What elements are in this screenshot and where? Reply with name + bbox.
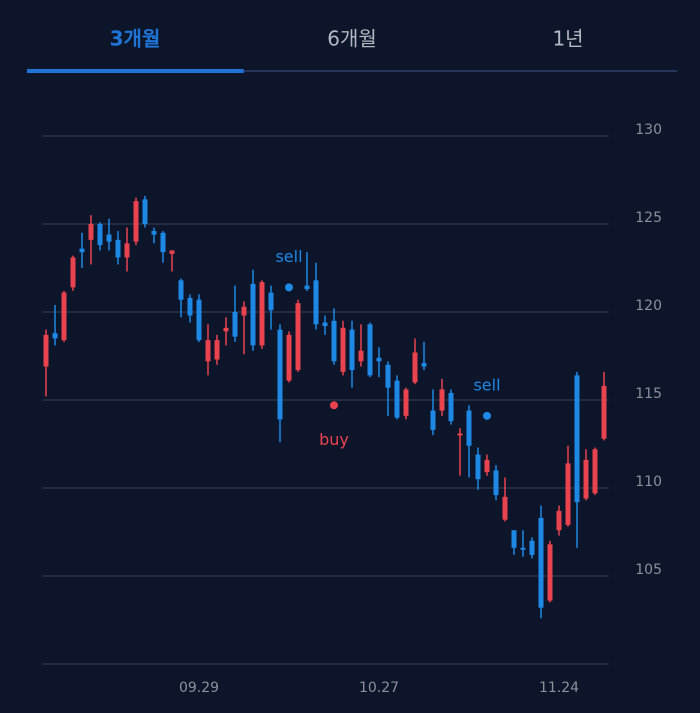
candle-body <box>565 463 571 525</box>
x-tick-label: 09.29 <box>179 680 219 696</box>
candle-body <box>430 410 436 430</box>
candle-body <box>241 306 247 316</box>
candle-body <box>115 239 121 258</box>
candle-body <box>538 517 544 608</box>
candle-body <box>520 547 526 550</box>
candle-body <box>439 389 445 411</box>
candle-body <box>592 449 598 494</box>
trade-label: sell <box>473 375 500 394</box>
candle-body <box>601 385 607 439</box>
candle-body <box>97 224 103 246</box>
y-tick-label: 120 <box>635 298 662 314</box>
candle-body <box>412 352 418 383</box>
candle-body <box>529 540 535 555</box>
candle-body <box>124 243 130 258</box>
candle-body <box>268 292 274 311</box>
candle-body <box>502 496 508 520</box>
candle-body <box>61 292 67 341</box>
candle-body <box>511 530 517 548</box>
candle-body <box>250 283 256 346</box>
candle-body <box>322 322 328 327</box>
trade-label: sell <box>275 247 302 266</box>
y-tick-label: 105 <box>635 562 662 578</box>
candle-body <box>574 375 580 503</box>
candle-body <box>232 312 238 337</box>
tab[interactable]: 6개월 <box>327 27 377 51</box>
candle-body <box>133 201 139 242</box>
candle-body <box>394 380 400 418</box>
tab[interactable]: 1년 <box>552 27 583 51</box>
candle-body <box>187 297 193 316</box>
candle-body <box>493 470 499 496</box>
tab-indicator <box>27 69 244 73</box>
candle-body <box>214 340 220 360</box>
y-tick-label: 110 <box>635 474 662 490</box>
candle-body <box>259 282 265 346</box>
candle-body <box>286 334 292 381</box>
candle-body <box>556 510 562 531</box>
y-tick-label: 115 <box>635 386 662 402</box>
candle-body <box>52 333 58 339</box>
candle-body <box>205 340 211 362</box>
candle-body <box>223 327 229 332</box>
candle-body <box>457 433 463 436</box>
candle-body <box>340 327 346 372</box>
trade-marker <box>284 282 294 293</box>
candle-body <box>169 250 175 254</box>
candle-body <box>304 285 310 290</box>
candle-body <box>151 231 157 235</box>
candle-body <box>358 350 364 362</box>
candle-body <box>547 544 553 601</box>
x-tick-label: 10.27 <box>359 680 399 696</box>
candle-body <box>475 454 481 480</box>
candle-body <box>277 329 283 420</box>
y-tick-label: 125 <box>635 210 662 226</box>
trade-marker <box>329 400 339 411</box>
candle-body <box>421 363 427 367</box>
trade-label: buy <box>319 430 349 449</box>
candle-body <box>196 299 202 341</box>
candle-body <box>448 392 454 422</box>
candle-body <box>106 234 112 242</box>
candle-body <box>313 280 319 325</box>
candle-body <box>178 280 184 300</box>
x-tick-label: 11.24 <box>539 680 579 696</box>
tab[interactable]: 3개월 <box>110 27 161 51</box>
candle-body <box>466 410 472 446</box>
y-tick-label: 130 <box>635 122 662 138</box>
trade-marker <box>482 410 492 421</box>
candle-body <box>79 248 85 253</box>
candle-body <box>295 303 301 371</box>
candle-body <box>484 459 490 473</box>
candle-body <box>376 357 382 362</box>
candle-body <box>160 232 166 253</box>
candle-body <box>331 320 337 362</box>
candle-body <box>142 199 148 224</box>
candle-body <box>583 459 589 499</box>
candle-body <box>88 224 94 240</box>
candle-body <box>43 334 49 367</box>
candle-body <box>403 389 409 416</box>
candle-body <box>385 364 391 388</box>
candle-body <box>70 257 76 288</box>
candle-body <box>349 329 355 371</box>
candle-body <box>367 324 373 376</box>
